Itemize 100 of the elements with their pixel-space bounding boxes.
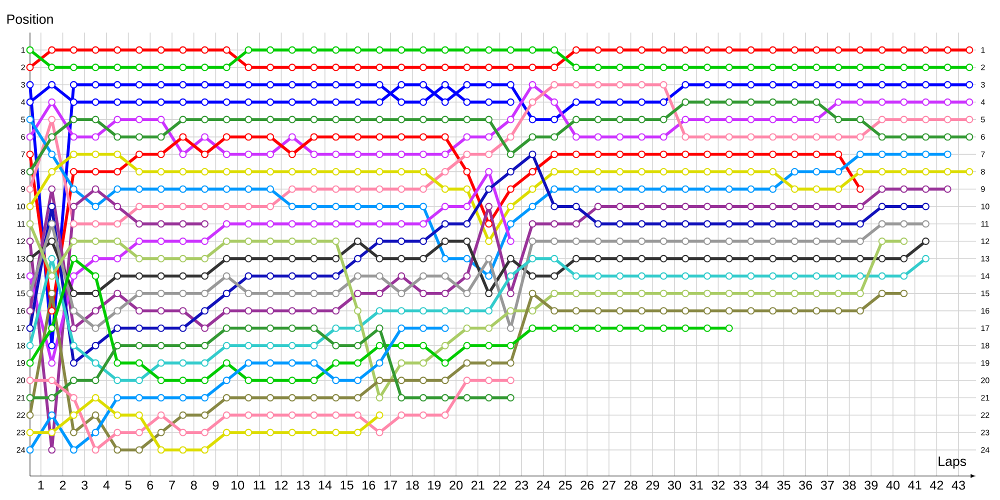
point bbox=[420, 254, 427, 262]
point bbox=[288, 272, 296, 280]
point bbox=[354, 254, 362, 262]
point bbox=[616, 116, 624, 124]
point bbox=[114, 81, 122, 88]
point bbox=[114, 446, 122, 454]
point bbox=[332, 133, 340, 141]
point bbox=[616, 98, 624, 106]
point bbox=[550, 220, 558, 228]
point bbox=[944, 64, 952, 72]
point bbox=[420, 272, 427, 280]
point bbox=[834, 185, 842, 193]
point bbox=[420, 307, 427, 315]
point bbox=[92, 428, 100, 436]
point bbox=[856, 133, 864, 141]
point bbox=[682, 64, 690, 72]
point bbox=[790, 272, 798, 280]
point bbox=[441, 272, 449, 280]
point bbox=[266, 428, 274, 436]
point bbox=[70, 116, 78, 124]
point bbox=[26, 446, 34, 454]
point bbox=[179, 150, 187, 158]
point bbox=[682, 324, 690, 332]
point bbox=[660, 116, 668, 124]
point bbox=[288, 64, 296, 72]
point bbox=[136, 324, 143, 332]
point bbox=[70, 98, 78, 106]
point bbox=[441, 238, 449, 245]
point bbox=[638, 307, 646, 315]
y2-tick-label: 4 bbox=[980, 99, 985, 105]
y-tick-label: 22 bbox=[16, 412, 25, 418]
point bbox=[638, 46, 646, 54]
point bbox=[594, 307, 602, 315]
point bbox=[660, 202, 668, 210]
point bbox=[594, 133, 602, 141]
point bbox=[136, 411, 143, 419]
point bbox=[179, 98, 187, 106]
point bbox=[26, 324, 34, 332]
point bbox=[790, 46, 798, 54]
point bbox=[398, 133, 406, 141]
point bbox=[769, 150, 777, 158]
point bbox=[420, 220, 427, 228]
point bbox=[136, 81, 143, 88]
x-tick-label: 38 bbox=[842, 480, 856, 490]
point bbox=[550, 150, 558, 158]
point bbox=[222, 98, 230, 106]
point bbox=[70, 272, 78, 280]
y-tick-label: 23 bbox=[16, 430, 25, 436]
point bbox=[660, 238, 668, 245]
point bbox=[550, 116, 558, 124]
point bbox=[201, 272, 209, 280]
point bbox=[398, 394, 406, 402]
y-tick-label: 11 bbox=[18, 221, 25, 227]
point bbox=[441, 254, 449, 262]
point bbox=[441, 64, 449, 72]
point bbox=[834, 254, 842, 262]
point bbox=[747, 64, 755, 72]
point bbox=[725, 220, 733, 228]
x-tick-label: 12 bbox=[275, 480, 288, 490]
point bbox=[834, 168, 842, 176]
x-tick-label: 37 bbox=[820, 480, 834, 490]
point bbox=[922, 202, 930, 210]
point bbox=[201, 150, 209, 158]
point bbox=[222, 202, 230, 210]
point bbox=[790, 290, 798, 298]
point bbox=[769, 116, 777, 124]
point bbox=[26, 150, 34, 158]
point bbox=[834, 220, 842, 228]
point bbox=[70, 168, 78, 176]
point bbox=[398, 238, 406, 245]
point bbox=[682, 98, 690, 106]
point bbox=[441, 307, 449, 315]
point bbox=[638, 168, 646, 176]
point bbox=[812, 133, 820, 141]
point bbox=[70, 290, 78, 298]
y-tick-label: 7 bbox=[21, 152, 25, 158]
point bbox=[266, 290, 274, 298]
point bbox=[747, 116, 755, 124]
point bbox=[288, 133, 296, 141]
point bbox=[528, 307, 536, 315]
point bbox=[572, 133, 580, 141]
point bbox=[572, 272, 580, 280]
point bbox=[92, 359, 100, 367]
point bbox=[354, 394, 362, 402]
point bbox=[420, 376, 427, 384]
point bbox=[790, 202, 798, 210]
point bbox=[288, 81, 296, 88]
point bbox=[244, 324, 252, 332]
point bbox=[878, 290, 886, 298]
point bbox=[179, 272, 187, 280]
point bbox=[966, 116, 974, 124]
point bbox=[725, 202, 733, 210]
point bbox=[201, 324, 209, 332]
point bbox=[354, 411, 362, 419]
point bbox=[157, 133, 165, 141]
point bbox=[201, 133, 209, 141]
point bbox=[92, 238, 100, 245]
point bbox=[616, 168, 624, 176]
point bbox=[201, 98, 209, 106]
point bbox=[354, 185, 362, 193]
